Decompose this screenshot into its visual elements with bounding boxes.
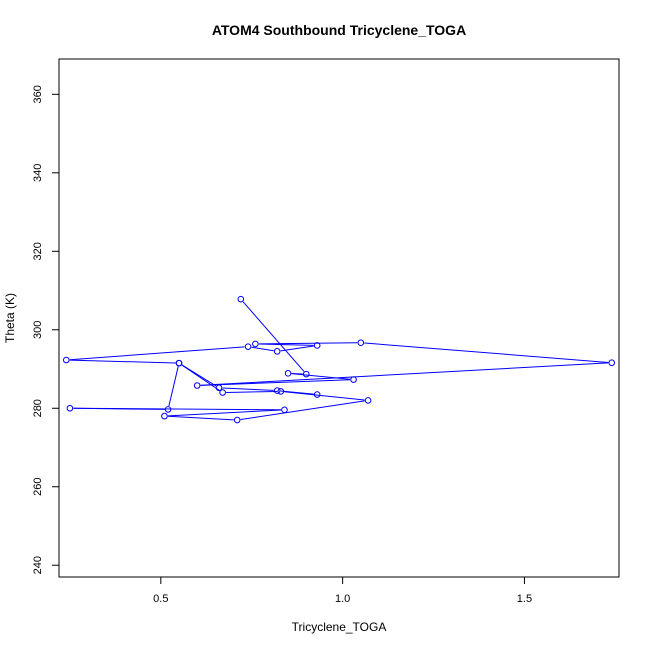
series-segment [251,346,274,352]
data-point [193,382,201,389]
series-segment [167,415,234,421]
data-point [350,376,357,383]
data-point [357,339,365,347]
data-point [273,387,281,394]
series-segment [181,364,217,387]
data-point [313,391,321,398]
data-point [608,359,616,367]
series-segment [258,342,358,345]
series-segment [280,390,314,395]
series-segment [69,359,176,364]
data-point [233,416,241,424]
data-point [284,370,292,377]
y-tick-label: 300 [32,321,44,339]
chart-title: ATOM4 Southbound Tricyclene_TOGA [212,22,466,38]
y-tick-label: 260 [32,478,44,496]
series-segment [226,390,278,393]
data-point [302,370,310,378]
series-segment [200,362,609,386]
x-axis-label: Tricyclene_TOGA [292,620,387,634]
data-point [219,389,226,396]
data-point [164,406,172,413]
y-tick-label: 280 [32,399,44,417]
series-layer [62,295,616,424]
series-segment [364,342,609,363]
series-segment [240,400,365,421]
y-tick-label: 340 [32,164,44,182]
series-segment [222,387,274,391]
y-axis-label: Theta (K) [3,293,17,343]
data-point [62,356,70,364]
series-segment [73,407,165,410]
data-point [237,295,245,303]
data-point [175,359,183,367]
data-point [252,340,259,348]
data-point [244,343,252,350]
series-segment [168,366,179,407]
data-point [281,406,288,414]
data-point [66,404,74,412]
y-tick-label: 360 [32,85,44,103]
x-axis: 0.5 1.0 1.5 [153,576,532,605]
data-point [215,384,223,392]
series-segment [69,346,245,361]
series-segment [280,345,314,352]
y-axis: 240 260 280 300 320 340 360 [32,85,60,574]
x-tick-label: 1.0 [335,593,350,605]
data-point [277,388,285,395]
series-segment [167,409,281,417]
x-tick-label: 1.5 [517,593,532,605]
x-tick-label: 0.5 [153,593,168,605]
series-segment [258,343,314,346]
y-tick-label: 320 [32,242,44,260]
series-segment [242,301,305,372]
series-segment [284,391,365,401]
data-point [273,348,281,355]
y-tick-label: 240 [32,556,44,574]
series-segment [291,373,351,380]
data-point [313,342,321,349]
data-point [161,412,168,420]
data-point [364,397,372,404]
